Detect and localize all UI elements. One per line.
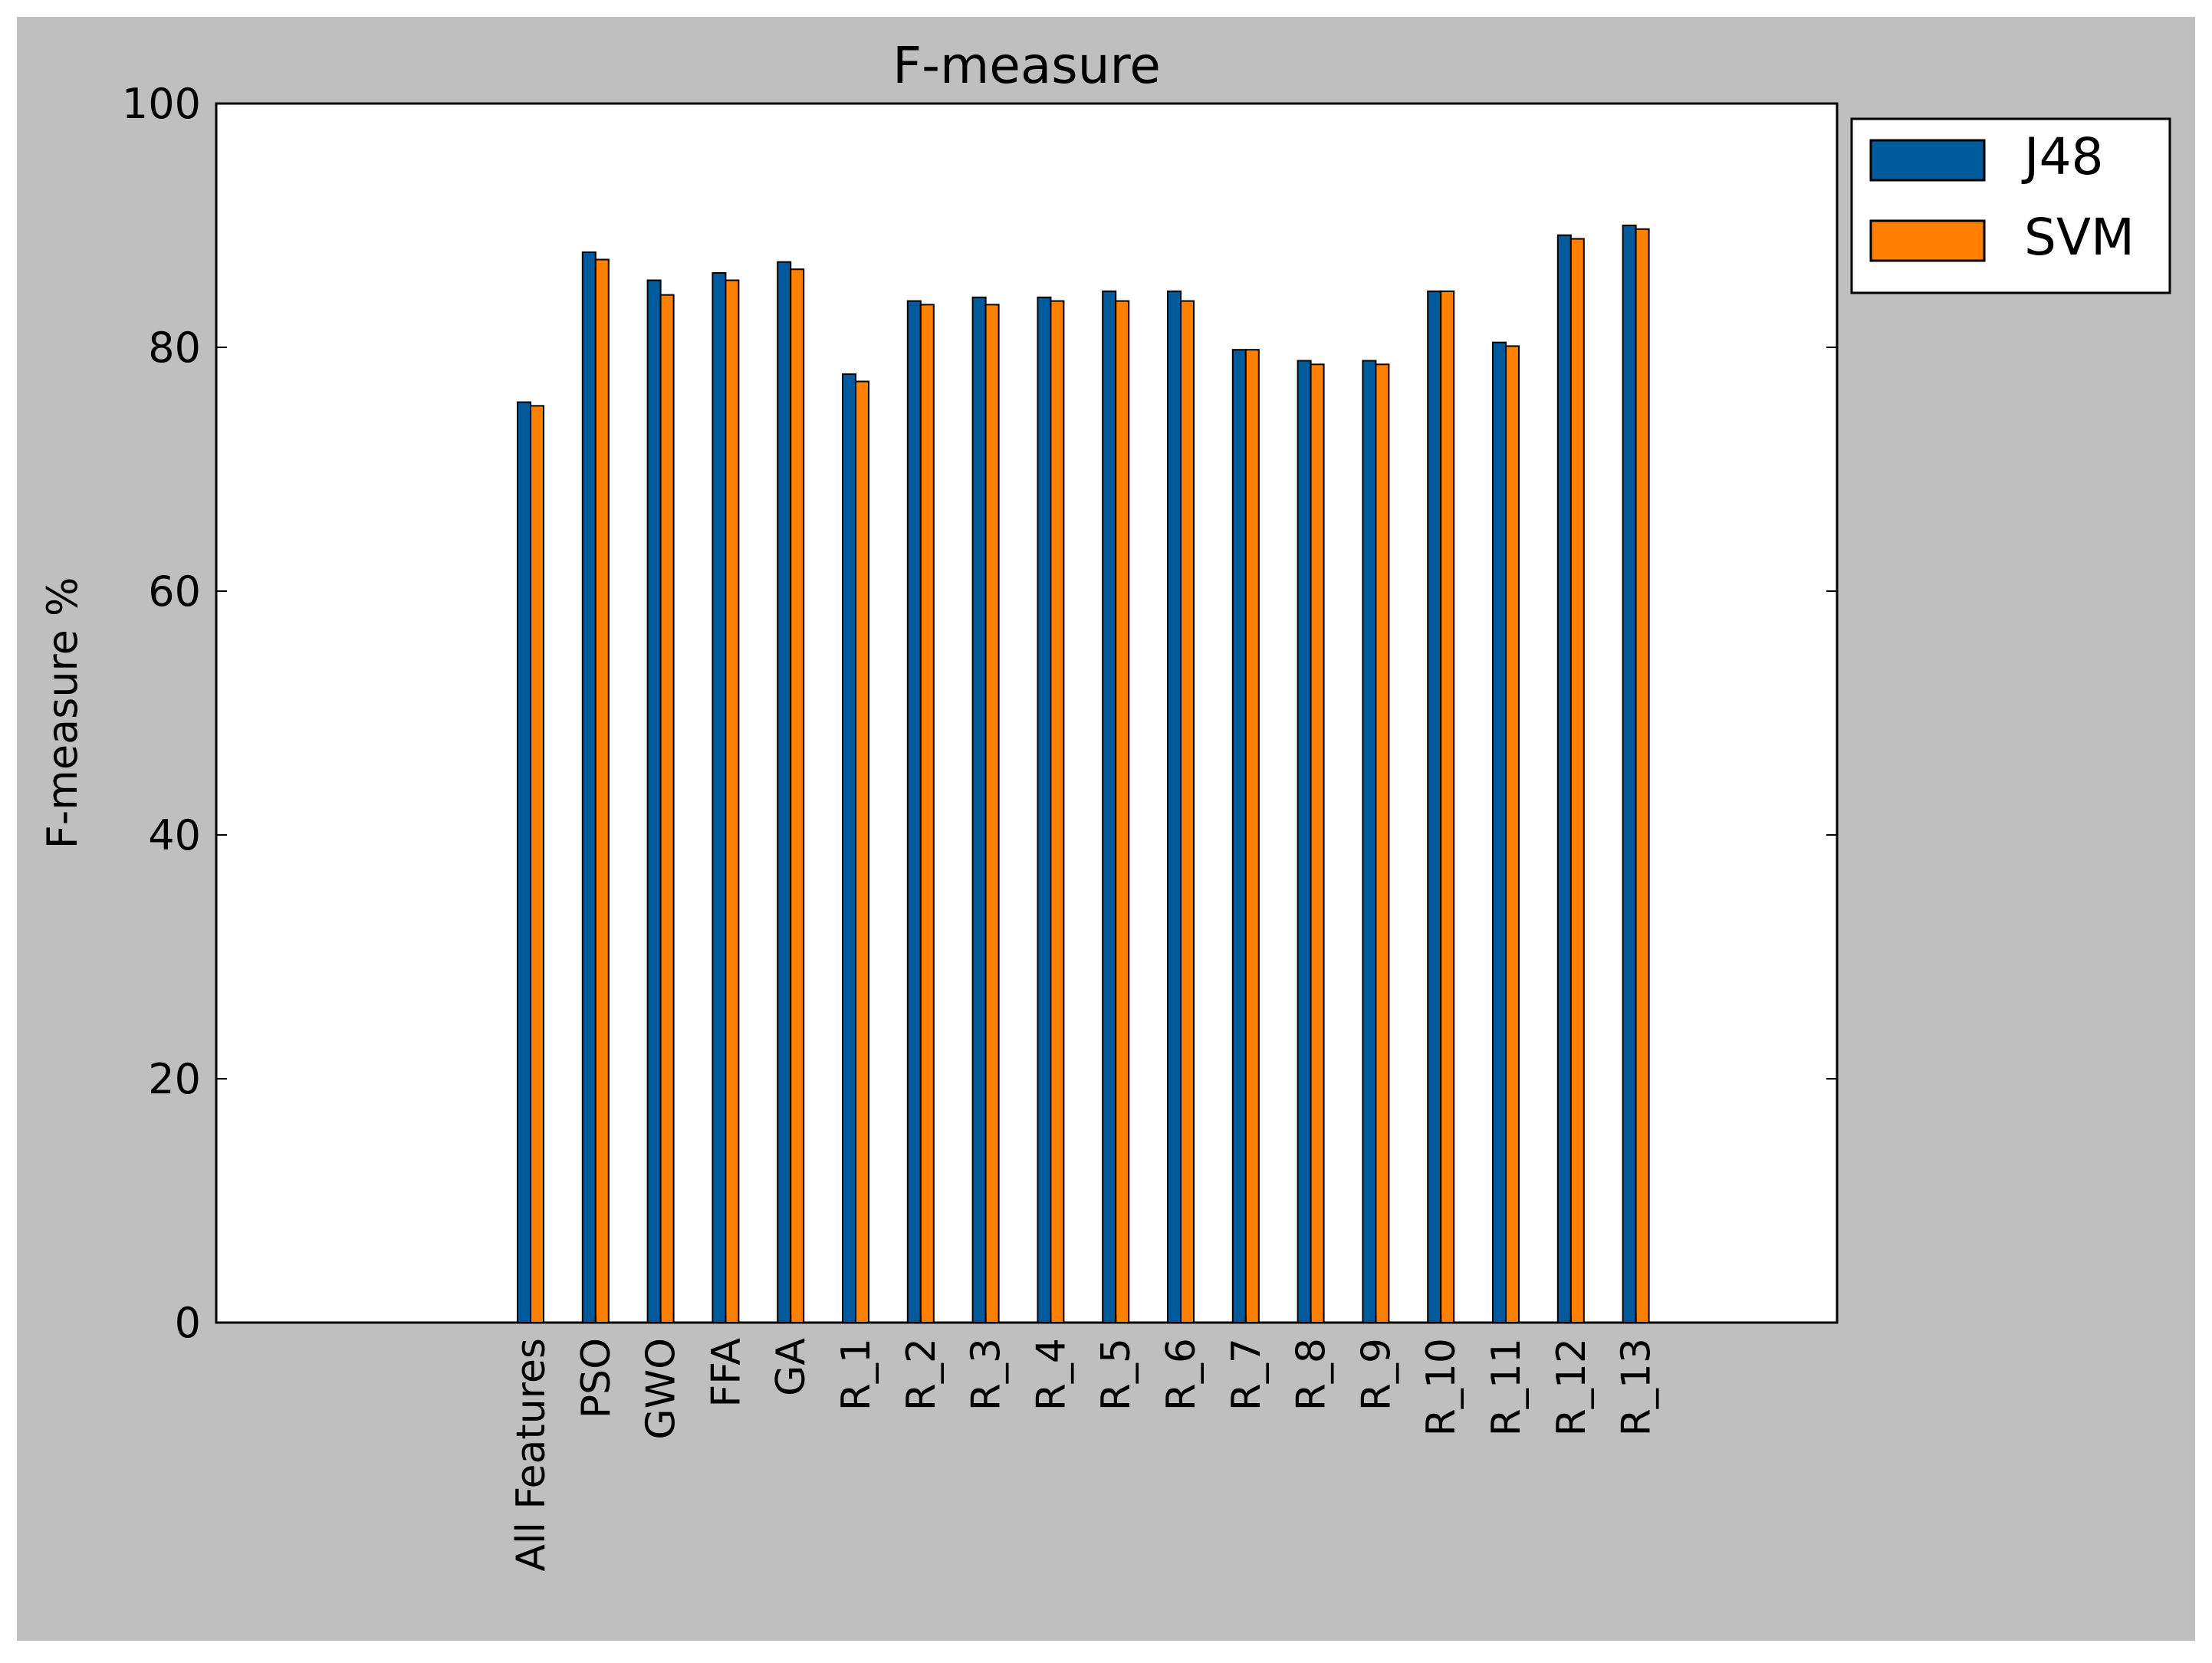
y-tick-label: 60: [148, 567, 201, 616]
bar-svm-r_12: [1569, 238, 1585, 1323]
y-tick-label: 0: [175, 1299, 201, 1347]
bar-j48-ffa: [712, 272, 727, 1323]
x-tick-label: R_10: [1418, 1338, 1464, 1436]
x-tick-label: FFA: [703, 1338, 749, 1408]
bars-layer: [517, 225, 1650, 1324]
x-tick-label: R_11: [1484, 1338, 1530, 1436]
y-tick-labels: 0 20 40 60 80 100: [122, 80, 201, 1347]
bar-svm-r_11: [1505, 345, 1520, 1323]
bar-j48-gwo: [646, 279, 662, 1323]
legend-swatch-j48: [1869, 139, 1986, 182]
bar-j48-pso: [581, 251, 597, 1324]
x-tick-label: R_2: [899, 1338, 945, 1411]
x-tick-labels: All Features PSO GWO FFA GA R_1 R_2 R_3 R_4 R_5 R_…: [508, 1338, 1660, 1572]
bar-j48-r_11: [1492, 341, 1507, 1323]
bar-svm-r_13: [1635, 228, 1650, 1323]
bar-j48-r_4: [1037, 296, 1052, 1323]
bar-svm-r_1: [855, 380, 869, 1323]
legend-swatch-svm: [1869, 219, 1986, 262]
y-tick-label: 100: [122, 80, 201, 128]
bar-svm-all-features: [530, 405, 544, 1324]
bar-j48-r_13: [1622, 225, 1637, 1323]
bar-svm-r_10: [1440, 290, 1455, 1323]
bar-j48-r_9: [1362, 360, 1377, 1323]
x-tick-label: GWO: [639, 1338, 685, 1440]
x-tick-label: R_6: [1159, 1338, 1205, 1411]
chart-title: F-measure: [892, 36, 1161, 95]
legend-label-svm: SVM: [2024, 208, 2135, 267]
x-tick-label: R_13: [1614, 1338, 1660, 1436]
bar-svm-r_5: [1115, 300, 1130, 1324]
bar-svm-pso: [594, 258, 610, 1323]
legend: J48 SVM: [1850, 117, 2171, 294]
bar-j48-r_12: [1556, 234, 1572, 1324]
y-tick-label: 20: [148, 1055, 201, 1103]
bar-svm-r_3: [984, 304, 1000, 1324]
legend-label-j48: J48: [2021, 127, 2103, 186]
bar-j48-r_3: [971, 296, 987, 1323]
bar-j48-r_5: [1102, 290, 1117, 1323]
y-tick-label: 80: [148, 324, 201, 372]
bar-j48-r_1: [842, 373, 856, 1324]
bar-svm-r_9: [1375, 363, 1390, 1323]
x-tick-label: R_12: [1549, 1338, 1595, 1436]
x-tick-label: R_8: [1289, 1338, 1335, 1411]
bar-j48-ga: [777, 261, 792, 1324]
bar-svm-r_8: [1310, 363, 1325, 1323]
bar-svm-gwo: [659, 294, 675, 1323]
y-axis-label: F-measure %: [38, 577, 87, 850]
bar-svm-r_2: [919, 304, 935, 1324]
bar-j48-r_2: [906, 300, 922, 1324]
x-tick-label: R_4: [1028, 1338, 1074, 1411]
x-tick-label: R_7: [1224, 1338, 1270, 1411]
plot-area: [215, 102, 1839, 1324]
y-tick-label: 40: [148, 811, 201, 859]
bar-svm-r_4: [1050, 300, 1065, 1324]
bar-j48-r_10: [1427, 290, 1442, 1323]
bar-svm-ga: [790, 268, 805, 1323]
x-tick-label: GA: [768, 1338, 814, 1396]
bar-j48-all-features: [517, 401, 531, 1323]
bar-svm-r_7: [1244, 349, 1260, 1323]
x-tick-label: All Features: [508, 1338, 554, 1572]
bar-j48-r_6: [1167, 290, 1182, 1323]
bar-svm-ffa: [725, 279, 740, 1323]
x-tick-label: R_9: [1353, 1338, 1399, 1411]
bar-svm-r_6: [1180, 300, 1195, 1324]
bar-j48-r_7: [1231, 349, 1247, 1323]
x-tick-label: PSO: [574, 1338, 620, 1418]
ticks-layer: [216, 103, 1837, 1323]
bar-j48-r_8: [1297, 360, 1312, 1323]
x-tick-label: R_3: [964, 1338, 1010, 1411]
x-tick-label: R_5: [1093, 1338, 1139, 1411]
x-tick-label: R_1: [833, 1338, 879, 1411]
